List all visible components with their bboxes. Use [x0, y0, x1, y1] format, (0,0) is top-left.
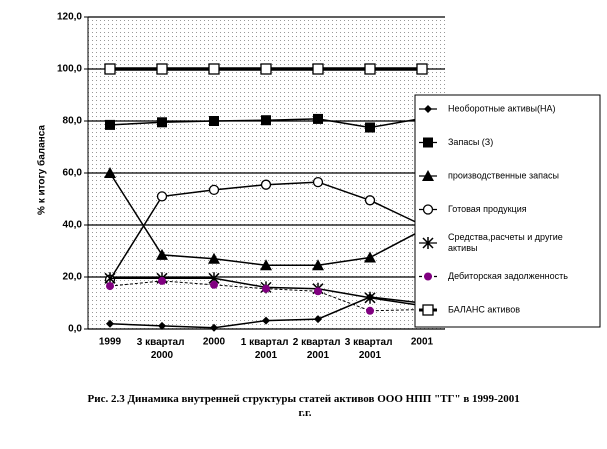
marker	[364, 63, 376, 75]
marker	[156, 63, 168, 75]
marker	[158, 321, 166, 330]
y-tick-label: 100,0	[57, 64, 82, 75]
marker	[104, 167, 116, 178]
marker	[313, 113, 323, 124]
marker	[157, 117, 167, 128]
marker	[312, 176, 324, 188]
x-tick-label: 2000	[203, 337, 226, 348]
x-tick-label: 3 квартал 2000	[137, 337, 188, 361]
marker	[156, 248, 168, 260]
legend-label: Дебиторская задолженность	[448, 271, 568, 281]
x-tick-label: 2001	[411, 337, 434, 348]
marker	[365, 122, 375, 133]
marker	[416, 63, 428, 75]
marker	[106, 282, 114, 291]
marker	[424, 272, 432, 281]
chart-title: Рис. 2.3 Динамика внутренней структуры с…	[88, 393, 523, 419]
marker	[209, 116, 219, 126]
marker	[262, 316, 270, 325]
marker	[366, 306, 374, 315]
legend-label: Средства,расчеты и другие активы	[448, 232, 565, 253]
marker	[364, 291, 376, 304]
marker	[364, 195, 376, 206]
marker	[208, 184, 220, 196]
marker	[422, 170, 434, 181]
marker	[261, 115, 271, 126]
marker	[210, 280, 218, 289]
marker	[314, 287, 322, 296]
y-tick-label: 20,0	[63, 272, 83, 283]
marker	[210, 323, 218, 332]
legend-box	[414, 94, 601, 328]
legend-label: Готовая продукция	[448, 204, 527, 214]
x-tick-label: 2 квартал 2001	[293, 337, 344, 361]
marker	[312, 259, 324, 271]
marker	[208, 252, 220, 264]
y-tick-label: 60,0	[63, 168, 83, 179]
marker	[106, 319, 114, 328]
y-axis-label: % к итогу баланса	[36, 125, 48, 215]
y-tick-label: 40,0	[63, 220, 83, 231]
marker	[422, 304, 434, 316]
x-tick-label: 1999	[99, 337, 122, 348]
y-tick-label: 0,0	[68, 324, 82, 335]
legend-label: производственные запасы	[448, 170, 559, 180]
legend-label: Необоротные активы(НА)	[448, 103, 556, 113]
marker	[312, 63, 324, 75]
x-tick-label: 1 квартал 2001	[241, 337, 292, 361]
x-tick-label: 3 квартал 2001	[345, 337, 396, 361]
marker	[262, 284, 270, 293]
marker	[104, 63, 116, 75]
marker	[422, 204, 434, 215]
marker	[208, 63, 220, 75]
legend-label: Запасы (З)	[448, 137, 493, 147]
marker	[105, 119, 115, 130]
marker	[314, 315, 322, 324]
marker	[364, 251, 376, 263]
marker	[260, 63, 272, 75]
marker	[422, 237, 434, 249]
marker	[424, 105, 432, 113]
marker	[260, 259, 272, 271]
y-tick-label: 120,0	[57, 12, 82, 23]
marker	[423, 137, 433, 148]
marker	[156, 191, 168, 202]
marker	[158, 276, 166, 285]
marker	[260, 179, 272, 190]
y-tick-label: 80,0	[63, 116, 83, 127]
legend-label: БАЛАНС активов	[448, 304, 520, 314]
